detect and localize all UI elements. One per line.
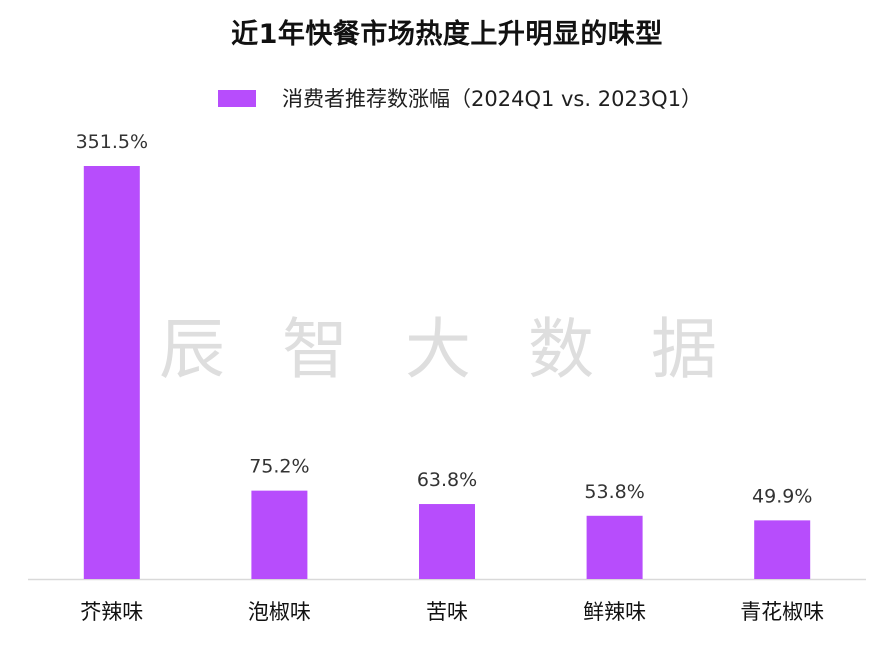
chart-title: 近1年快餐市场热度上升明显的味型 bbox=[231, 19, 663, 50]
bar-4 bbox=[586, 515, 643, 579]
bar-3 bbox=[419, 504, 475, 579]
bar-5 bbox=[754, 520, 811, 579]
x-tick-label-4: 鲜辣味 bbox=[583, 600, 646, 624]
legend-swatch bbox=[218, 89, 256, 107]
data-label-4: 53.8% bbox=[584, 481, 644, 503]
data-label-3: 63.8% bbox=[417, 469, 477, 491]
bar-2 bbox=[251, 490, 308, 579]
x-tick-label-1: 芥辣味 bbox=[80, 600, 143, 624]
legend: 消费者推荐数涨幅（2024Q1 vs. 2023Q1） bbox=[218, 84, 702, 112]
data-label-1: 351.5% bbox=[76, 131, 148, 153]
x-tick-label-2: 泡椒味 bbox=[248, 600, 311, 624]
x-tick-label-3: 苦味 bbox=[426, 600, 468, 624]
watermark: 辰 智 大 数 据 bbox=[159, 311, 735, 388]
legend-label: 消费者推荐数涨幅（2024Q1 vs. 2023Q1） bbox=[282, 87, 703, 111]
data-label-5: 49.9% bbox=[752, 485, 812, 507]
x-tick-label-5: 青花椒味 bbox=[740, 600, 824, 624]
data-label-2: 75.2% bbox=[249, 456, 309, 478]
bar-1 bbox=[83, 166, 140, 579]
